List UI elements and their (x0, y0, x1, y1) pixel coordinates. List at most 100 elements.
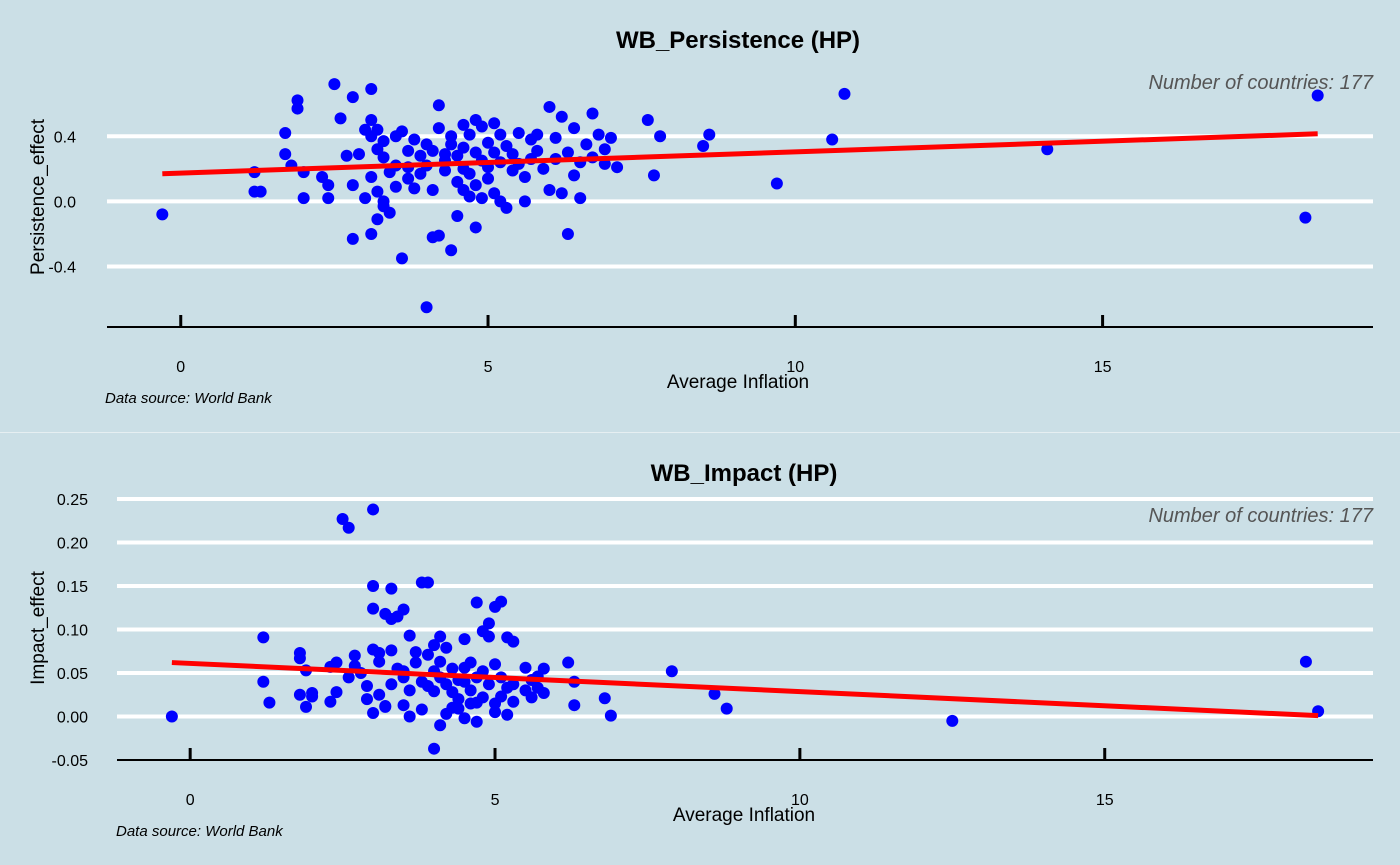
data-point (426, 183, 439, 196)
data-point (383, 206, 396, 219)
data-point (428, 685, 441, 698)
data-point (156, 208, 169, 221)
data-point (445, 244, 458, 257)
y-tick-label: 0.15 (57, 579, 88, 596)
data-point (654, 130, 667, 143)
data-point (665, 665, 678, 678)
x-tick-label: 5 (484, 359, 493, 376)
data-point (415, 703, 428, 716)
data-point (476, 665, 489, 678)
data-point (464, 684, 477, 697)
data-point (457, 141, 470, 154)
data-point (409, 646, 422, 659)
data-point (377, 151, 390, 164)
data-point (555, 187, 568, 200)
data-point (708, 687, 721, 700)
data-point (488, 117, 501, 130)
data-point (360, 693, 373, 706)
y-tick-label: 0.0 (54, 194, 76, 211)
data-point (470, 715, 483, 728)
data-source-caption: Data source: World Bank (105, 390, 273, 407)
data-point (291, 102, 304, 115)
data-point (647, 169, 660, 182)
data-point (451, 175, 464, 188)
data-point (371, 123, 384, 136)
data-point (342, 671, 355, 684)
y-axis-label: Impact_effect (28, 570, 49, 684)
data-point (458, 633, 471, 646)
data-point (495, 690, 508, 703)
data-point (322, 179, 335, 192)
data-point (500, 140, 513, 153)
y-tick-label: 0.10 (57, 623, 88, 640)
data-point (770, 177, 783, 190)
y-tick-label: 0.4 (54, 129, 76, 146)
data-point (328, 78, 341, 91)
y-tick-label: 0.20 (57, 536, 88, 553)
data-point (452, 702, 465, 715)
chart-title: WB_Persistence (HP) (616, 27, 860, 54)
data-point (501, 708, 514, 721)
data-point (306, 687, 319, 700)
data-point (377, 135, 390, 148)
data-point (385, 644, 398, 657)
x-tick-label: 0 (186, 792, 195, 809)
data-point (561, 146, 574, 159)
data-point (469, 146, 482, 159)
data-point (297, 192, 310, 205)
x-tick-label: 5 (491, 792, 500, 809)
x-axis-label: Average Inflation (673, 805, 815, 826)
data-point (482, 617, 495, 630)
data-point (543, 100, 556, 113)
data-point (458, 712, 471, 725)
data-point (439, 164, 452, 177)
data-point (322, 192, 335, 205)
data-point (367, 503, 380, 516)
data-point (434, 719, 447, 732)
data-point (464, 656, 477, 669)
data-point (488, 146, 501, 159)
data-point (263, 696, 276, 709)
data-point (428, 639, 441, 652)
data-point (580, 138, 593, 151)
data-point (373, 646, 386, 659)
data-point (377, 195, 390, 208)
data-point (592, 128, 605, 141)
data-point (463, 167, 476, 180)
data-point (352, 148, 365, 161)
data-point (476, 691, 489, 704)
data-point (300, 700, 313, 713)
data-point (537, 662, 550, 675)
data-point (445, 138, 458, 151)
data-point (397, 699, 410, 712)
data-point (531, 144, 544, 157)
data-point (340, 149, 353, 162)
data-point (641, 113, 654, 126)
data-point (402, 172, 415, 185)
panel-divider (0, 432, 1400, 433)
data-point (611, 161, 624, 174)
data-point (360, 680, 373, 693)
country-count-annotation: Number of countries: 177 (1148, 505, 1373, 527)
data-point (440, 641, 453, 654)
data-point (428, 742, 441, 755)
data-point (359, 192, 372, 205)
data-point (561, 227, 574, 240)
data-point (518, 170, 531, 183)
data-point (408, 133, 421, 146)
data-point (371, 185, 384, 198)
data-point (507, 635, 520, 648)
data-point (371, 213, 384, 226)
data-point (703, 128, 716, 141)
y-tick-label: -0.4 (48, 260, 76, 277)
trend-line (171, 660, 1319, 719)
data-point (434, 630, 447, 643)
data-point (279, 126, 292, 139)
data-point (604, 131, 617, 144)
data-point (512, 126, 525, 139)
data-point (257, 631, 270, 644)
data-point (469, 179, 482, 192)
data-point (826, 133, 839, 146)
data-point (346, 232, 359, 245)
data-point (367, 707, 380, 720)
